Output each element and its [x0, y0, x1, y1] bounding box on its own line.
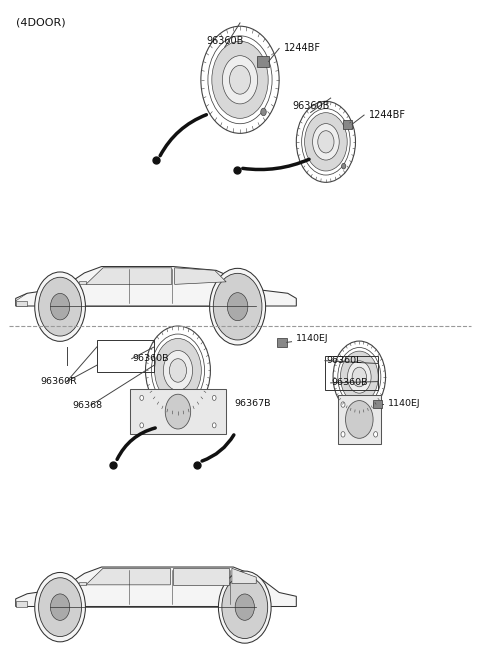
Bar — [79, 582, 86, 585]
Text: 1244BF: 1244BF — [284, 43, 321, 53]
Circle shape — [352, 367, 366, 387]
Text: 1140EJ: 1140EJ — [388, 400, 420, 408]
PathPatch shape — [232, 568, 256, 584]
Text: 1244BF: 1244BF — [369, 110, 406, 120]
PathPatch shape — [16, 266, 296, 306]
Circle shape — [373, 396, 377, 401]
Bar — [16, 602, 27, 607]
Circle shape — [342, 163, 346, 169]
Circle shape — [38, 578, 82, 636]
Text: 96360B: 96360B — [292, 101, 329, 111]
Circle shape — [163, 350, 192, 390]
Bar — [343, 119, 352, 129]
Bar — [325, 356, 378, 390]
Circle shape — [373, 402, 378, 407]
Circle shape — [341, 402, 345, 407]
Bar — [97, 340, 154, 373]
Circle shape — [213, 274, 262, 340]
Bar — [16, 301, 27, 306]
Circle shape — [50, 594, 70, 621]
Circle shape — [169, 359, 187, 382]
Text: 96360B: 96360B — [206, 35, 243, 45]
Circle shape — [155, 338, 201, 402]
Circle shape — [228, 293, 248, 321]
Circle shape — [35, 573, 85, 642]
Text: (4DOOR): (4DOOR) — [16, 18, 65, 28]
Circle shape — [261, 108, 266, 115]
Circle shape — [212, 396, 216, 400]
Circle shape — [235, 594, 254, 621]
Circle shape — [346, 401, 373, 438]
Circle shape — [218, 571, 271, 643]
Bar — [277, 338, 287, 347]
Bar — [338, 395, 381, 444]
Circle shape — [305, 113, 347, 171]
PathPatch shape — [86, 268, 172, 284]
Circle shape — [38, 277, 82, 336]
Circle shape — [140, 396, 144, 400]
Circle shape — [50, 293, 70, 320]
Circle shape — [229, 66, 251, 94]
Circle shape — [312, 123, 339, 160]
PathPatch shape — [86, 568, 170, 585]
PathPatch shape — [173, 568, 229, 585]
Circle shape — [318, 131, 334, 153]
Text: 96360L: 96360L — [326, 356, 361, 365]
Bar — [257, 56, 269, 67]
Circle shape — [210, 268, 265, 345]
Circle shape — [341, 432, 345, 437]
Bar — [79, 281, 86, 284]
Circle shape — [340, 351, 378, 403]
Circle shape — [212, 41, 268, 118]
Circle shape — [212, 423, 216, 428]
Circle shape — [165, 394, 191, 429]
Circle shape — [348, 361, 371, 393]
Text: 96367B: 96367B — [234, 400, 271, 408]
Text: 96360R: 96360R — [40, 377, 77, 386]
Circle shape — [195, 394, 200, 400]
PathPatch shape — [175, 268, 226, 284]
Circle shape — [35, 272, 85, 341]
Bar — [373, 400, 382, 407]
Circle shape — [222, 56, 258, 104]
Text: 96360B: 96360B — [332, 379, 368, 388]
Text: 96360B: 96360B — [132, 354, 169, 363]
Text: 1140EJ: 1140EJ — [296, 334, 329, 343]
Text: 96368: 96368 — [72, 401, 102, 409]
Circle shape — [373, 432, 378, 437]
Circle shape — [140, 423, 144, 428]
Bar — [130, 389, 226, 434]
Circle shape — [222, 576, 268, 638]
PathPatch shape — [16, 567, 296, 607]
